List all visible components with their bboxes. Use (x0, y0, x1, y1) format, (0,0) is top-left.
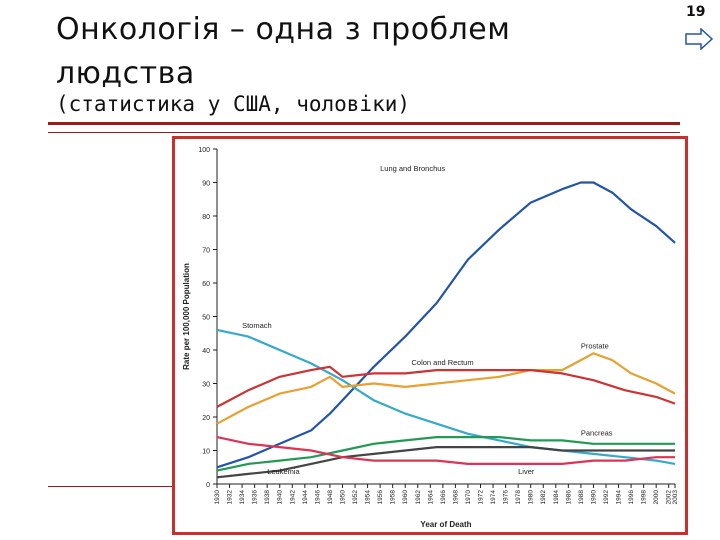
series-label-leukemia: Leukemia (267, 467, 300, 476)
series-line-prostate (216, 352, 676, 425)
next-slide-arrow-icon[interactable] (684, 28, 714, 50)
x-tick-label: 2003 (672, 490, 679, 505)
series-label-pancreas: Pancreas (581, 428, 613, 437)
y-tick-label: 50 (202, 315, 210, 322)
x-tick-label: 1978 (515, 490, 522, 505)
x-tick-label: 1944 (302, 490, 309, 505)
y-tick-label: 0 (206, 482, 210, 489)
y-tick-label: 80 (202, 214, 210, 221)
x-tick-label: 1946 (314, 490, 321, 505)
x-tick-label: 1974 (490, 490, 497, 505)
series-label-stomach: Stomach (242, 321, 272, 330)
x-tick-label: 1932 (227, 490, 234, 505)
title-underline (48, 122, 680, 125)
bottom-rule (48, 486, 198, 487)
series-line-colon-and-rectum (216, 365, 676, 408)
series-line-stomach (216, 328, 676, 465)
y-tick-label: 40 (202, 348, 210, 355)
chart-frame: 0 10 20 30 40 50 60 70 80 90 100 1930 1932 1934 1936 19… (172, 136, 688, 535)
x-tick-label: 1954 (365, 490, 372, 505)
x-tick-label: 1950 (339, 490, 346, 505)
x-tick-label: 1980 (528, 490, 535, 505)
x-tick-label: 1986 (565, 490, 572, 505)
x-tick-label: 1952 (352, 490, 359, 505)
x-tick-label: 1958 (390, 490, 397, 505)
series-label-lung-and-bronchus: Lung and Bronchus (380, 164, 445, 173)
slide-subtitle: (статистика у США, чоловіки) (56, 92, 411, 116)
series-line-pancreas (216, 436, 675, 472)
cancer-mortality-chart: 0 10 20 30 40 50 60 70 80 90 100 1930 1932 1934 1936 19… (182, 147, 679, 529)
title-underline-thin (48, 132, 680, 133)
x-tick-label: 1938 (264, 490, 271, 505)
x-tick-label: 1930 (214, 490, 221, 505)
y-tick-label: 100 (198, 147, 210, 154)
x-tick-label: 1970 (465, 490, 472, 505)
x-tick-label: 1992 (603, 490, 610, 505)
series-line-leukemia (216, 446, 675, 479)
x-tick-label: 1936 (252, 490, 259, 505)
y-tick-label: 20 (202, 415, 210, 422)
x-tick-label: 1966 (440, 490, 447, 505)
x-tick-label: 1998 (641, 490, 648, 505)
series-label-prostate: Prostate (581, 341, 609, 350)
y-tick-label: 90 (202, 181, 210, 188)
x-tick-label: 1972 (478, 490, 485, 505)
x-tick-label: 1964 (427, 490, 434, 505)
x-tick-label: 1962 (415, 490, 422, 505)
x-tick-label: 1996 (628, 490, 635, 505)
x-tick-label: 1994 (616, 490, 623, 505)
slide-number: 19 (686, 4, 706, 20)
x-tick-label: 1968 (452, 490, 459, 505)
x-tick-label: 2002 (666, 490, 673, 505)
series-label-liver: Liver (518, 467, 535, 476)
series-label-colon-and-rectum: Colon and Rectum (411, 358, 473, 367)
x-tick-label: 1982 (540, 490, 547, 505)
y-tick-label: 30 (202, 382, 210, 389)
series-line-lung-and-bronchus (216, 181, 676, 469)
y-tick-label: 70 (202, 248, 210, 255)
x-tick-label: 1960 (402, 490, 409, 505)
series-line-liver (216, 436, 675, 465)
x-tick-label: 1990 (590, 490, 597, 505)
x-tick-label: 1942 (289, 490, 296, 505)
x-tick-label: 1934 (239, 490, 246, 505)
y-axis-label: Rate per 100,000 Population (182, 263, 191, 370)
slide-title: Онкологія – одна з проблем людства (56, 12, 511, 91)
x-tick-label: 1984 (553, 490, 560, 505)
x-tick-label: 2000 (653, 490, 660, 505)
x-tick-label: 1940 (277, 490, 284, 505)
x-tick-label: 1948 (327, 490, 334, 505)
x-tick-label: 1976 (503, 490, 510, 505)
y-tick-label: 60 (202, 281, 210, 288)
x-tick-label: 1988 (578, 490, 585, 505)
x-tick-label: 1956 (377, 490, 384, 505)
y-tick-label: 10 (202, 449, 210, 456)
x-axis-label: Year of Death (420, 520, 471, 529)
